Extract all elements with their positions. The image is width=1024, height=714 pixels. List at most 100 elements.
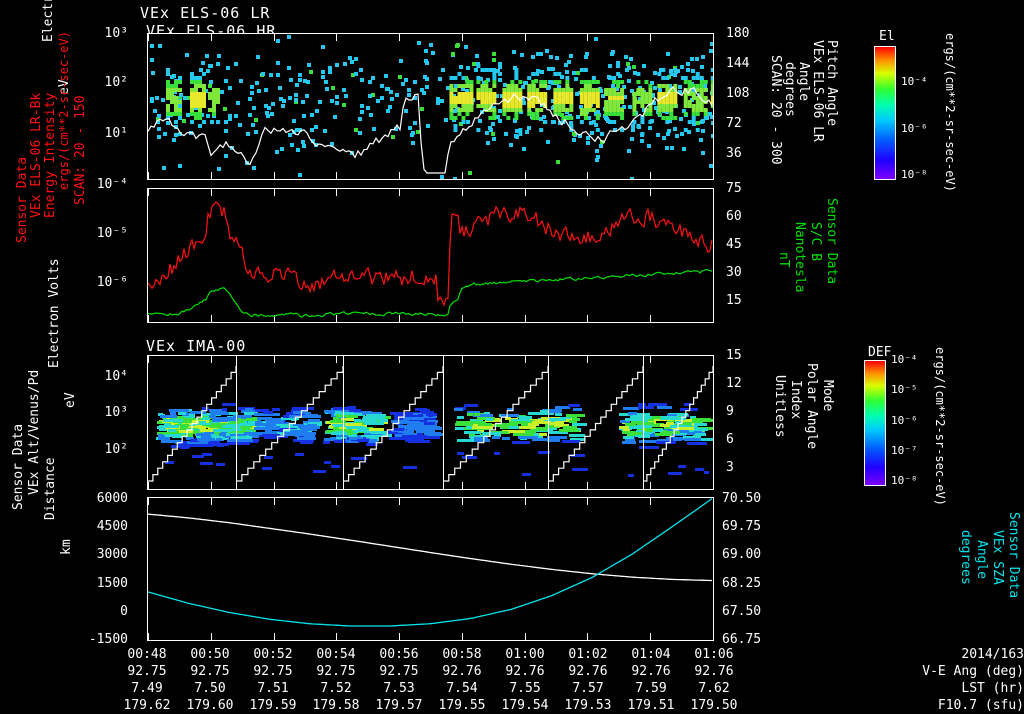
- panel1-ytick-2: 10¹: [104, 126, 128, 141]
- panel2-rtick-1: 60: [726, 209, 742, 224]
- panel1-left-axis-title: Electron Energy: [41, 0, 56, 42]
- panel1-right-axis-angle: Angle: [796, 62, 811, 102]
- table-cell-time-0: 00:48: [127, 647, 167, 662]
- panel3-right-index: Index: [788, 380, 803, 420]
- table-cell-ve-ang-9: 92.76: [694, 664, 734, 679]
- panel1-rtick-2: 108: [726, 86, 750, 101]
- panel2-left-unit: ergs/(cm**2-sr-sec-eV): [57, 31, 71, 190]
- table-cell-time-1: 00:50: [190, 647, 230, 662]
- panel3-rtick-2: 9: [726, 404, 734, 419]
- def-colorbar-tick-4: 10⁻⁸: [891, 474, 918, 487]
- panel3-right-polar-angle: Polar Angle: [804, 363, 819, 450]
- panel3-left-axis-title: Electron Volts: [47, 258, 62, 368]
- table-cell-f107-0: 179.62: [123, 698, 171, 713]
- panel3-ytick-0: 10⁴: [104, 369, 128, 384]
- panel2-plot-area[interactable]: [147, 188, 714, 323]
- panel2-rtick-3: 30: [726, 265, 742, 280]
- panel4-left-source: VEx Alt/Venus/Pd: [27, 369, 42, 495]
- panel1-right-axis-scan: SCAN: 20 - 300: [768, 55, 783, 165]
- panel3-plot-area[interactable]: [147, 355, 714, 490]
- table-cell-f107-4: 179.57: [375, 698, 423, 713]
- panel2-right-sensor-data: Sensor Data: [824, 198, 839, 285]
- panel1-right-axis-sensor: VEx ELS-06 LR: [810, 40, 825, 142]
- panel2-left-sensor-data: Sensor Data: [15, 156, 30, 243]
- table-rowlabel-veang: V-E Ang (deg): [922, 664, 1024, 679]
- def-colorbar-bar: [864, 360, 886, 486]
- panel1-rtick-1: 144: [726, 56, 750, 71]
- panel4-ytick-5: -1500: [88, 632, 128, 647]
- panel4-rtick-4: 67.50: [722, 604, 762, 619]
- table-cell-lst-5: 7.54: [446, 681, 478, 696]
- panel1-rtick-0: 180: [726, 26, 750, 41]
- panel2-right-unit-short: nT: [776, 252, 791, 268]
- panel3-ytick-2: 10²: [104, 442, 128, 457]
- table-cell-f107-1: 179.60: [186, 698, 234, 713]
- table-cell-f107-5: 179.55: [438, 698, 486, 713]
- panel3-rtick-4: 3: [726, 460, 734, 475]
- table-cell-ve-ang-8: 92.76: [631, 664, 671, 679]
- panel4-rtick-0: 70.50: [722, 491, 762, 506]
- table-cell-ve-ang-2: 92.75: [253, 664, 293, 679]
- table-cell-ve-ang-0: 92.75: [127, 664, 167, 679]
- panel4-plot-area[interactable]: [147, 497, 714, 641]
- panel1-right-axis-degrees: degrees: [782, 62, 797, 117]
- table-cell-ve-ang-1: 92.75: [190, 664, 230, 679]
- table-rowlabel-date: 2014/163: [961, 647, 1024, 662]
- panel4-ytick-2: 3000: [96, 547, 128, 562]
- table-cell-f107-9: 179.50: [690, 698, 738, 713]
- panel3-right-mode: Mode: [820, 380, 835, 412]
- table-cell-time-7: 01:02: [568, 647, 608, 662]
- def-colorbar-label: DEF: [868, 345, 892, 360]
- panel1-ytick-1: 10²: [104, 75, 128, 90]
- panel2-right-unit-long: Nanotesla: [792, 222, 807, 293]
- table-cell-ve-ang-6: 92.76: [505, 664, 545, 679]
- panel3-left-axis-unit: eV: [63, 392, 78, 408]
- table-cell-lst-0: 7.49: [131, 681, 163, 696]
- table-row-time: 2014/163: [0, 646, 1024, 663]
- table-rowlabel-f107: F10.7 (sfu): [937, 698, 1024, 713]
- panel1-rtick-3: 72: [726, 116, 742, 131]
- panel4-rtick-1: 69.75: [722, 519, 762, 534]
- table-cell-f107-2: 179.59: [249, 698, 297, 713]
- table-cell-f107-3: 179.58: [312, 698, 360, 713]
- el-colorbar-tick-2: 10⁻⁸: [901, 168, 928, 181]
- table-cell-time-6: 01:00: [505, 647, 545, 662]
- el-colorbar-bar: [874, 46, 896, 180]
- table-cell-time-3: 00:54: [316, 647, 356, 662]
- el-colorbar-unit: ergs/(cm**2-sr-sec-eV): [943, 33, 957, 192]
- panel4-right-quantity: Angle: [974, 540, 989, 580]
- table-cell-lst-1: 7.50: [194, 681, 226, 696]
- panel4-left-sensor-data: Sensor Data: [11, 423, 26, 510]
- panel1-rtick-4: 36: [726, 146, 742, 161]
- panel3-rtick-3: 6: [726, 432, 734, 447]
- panel3-rtick-0: 15: [726, 348, 742, 363]
- table-cell-f107-6: 179.54: [501, 698, 549, 713]
- table-cell-lst-7: 7.57: [572, 681, 604, 696]
- panel4-right-sensor-data: Sensor Data: [1006, 512, 1021, 599]
- def-colorbar-unit: ergs/(cm**2-sr-sec-eV): [933, 347, 947, 506]
- def-colorbar-tick-3: 10⁻⁷: [891, 444, 918, 457]
- table-cell-lst-6: 7.55: [509, 681, 541, 696]
- panel2-ytick-0: 10⁻⁴: [96, 177, 128, 192]
- panel3-rtick-1: 12: [726, 376, 742, 391]
- panel2-right-quantity: S/C B: [808, 222, 823, 262]
- table-cell-lst-8: 7.59: [635, 681, 667, 696]
- el-colorbar-tick-1: 10⁻⁶: [901, 122, 928, 135]
- table-rowlabel-lst: LST (hr): [961, 681, 1024, 696]
- panel4-left-quantity: Distance: [43, 457, 58, 520]
- panel4-ytick-1: 4500: [96, 519, 128, 534]
- table-cell-time-4: 00:56: [379, 647, 419, 662]
- panel2-rtick-4: 15: [726, 293, 742, 308]
- table-cell-time-2: 00:52: [253, 647, 293, 662]
- panel4-right-source: VEx SZA: [990, 530, 1005, 585]
- panel1-plot-area[interactable]: [147, 33, 714, 180]
- panel4-rtick-5: 66.75: [722, 632, 762, 647]
- el-colorbar-label: El: [879, 29, 895, 44]
- table-cell-time-9: 01:06: [694, 647, 734, 662]
- def-colorbar-tick-0: 10⁻⁴: [891, 353, 918, 366]
- panel1-title-lr: VEx ELS-06 LR: [140, 4, 271, 22]
- panel2-rtick-0: 75: [726, 181, 742, 196]
- panel3-ytick-1: 10³: [104, 405, 128, 420]
- el-colorbar-tick-0: 10⁻⁴: [901, 75, 928, 88]
- table-cell-ve-ang-5: 92.76: [442, 664, 482, 679]
